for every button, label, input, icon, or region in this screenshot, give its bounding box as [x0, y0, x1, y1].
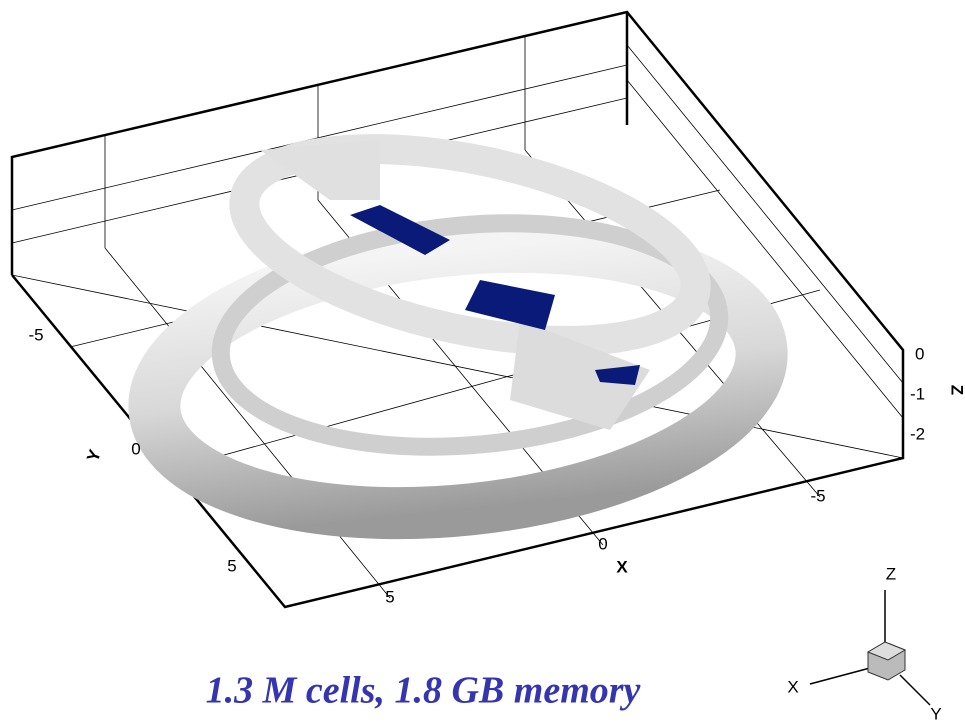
caption: 1.3 M cells, 1.8 GB memory — [206, 670, 641, 712]
z-axis-label: Z — [948, 385, 965, 395]
y-tick-label: 5 — [227, 556, 236, 575]
y-tick-label: -5 — [28, 325, 43, 344]
orientation-z: Z — [886, 564, 896, 583]
y-tick-label: 0 — [131, 439, 140, 458]
x-tick-label: -5 — [810, 486, 825, 505]
x-axis-label: X — [616, 557, 628, 576]
x-tick-label: 5 — [385, 587, 394, 606]
z-tick-label: -1 — [910, 384, 925, 403]
y-axis-label: Y — [83, 446, 105, 464]
x-tick-label: 0 — [598, 534, 607, 553]
z-axis: 0 -1 -2 Z — [910, 344, 965, 443]
z-tick-label: 0 — [915, 344, 924, 363]
orientation-x: X — [787, 677, 798, 696]
z-tick-label: -2 — [910, 424, 925, 443]
orientation-y: Y — [930, 704, 941, 723]
plot: 5 0 -5 X -5 0 5 Y 0 -1 -2 Z 1.3 M cells,… — [0, 0, 965, 726]
orientation-axes: Z X Y — [787, 564, 941, 723]
isosurface — [141, 114, 775, 541]
